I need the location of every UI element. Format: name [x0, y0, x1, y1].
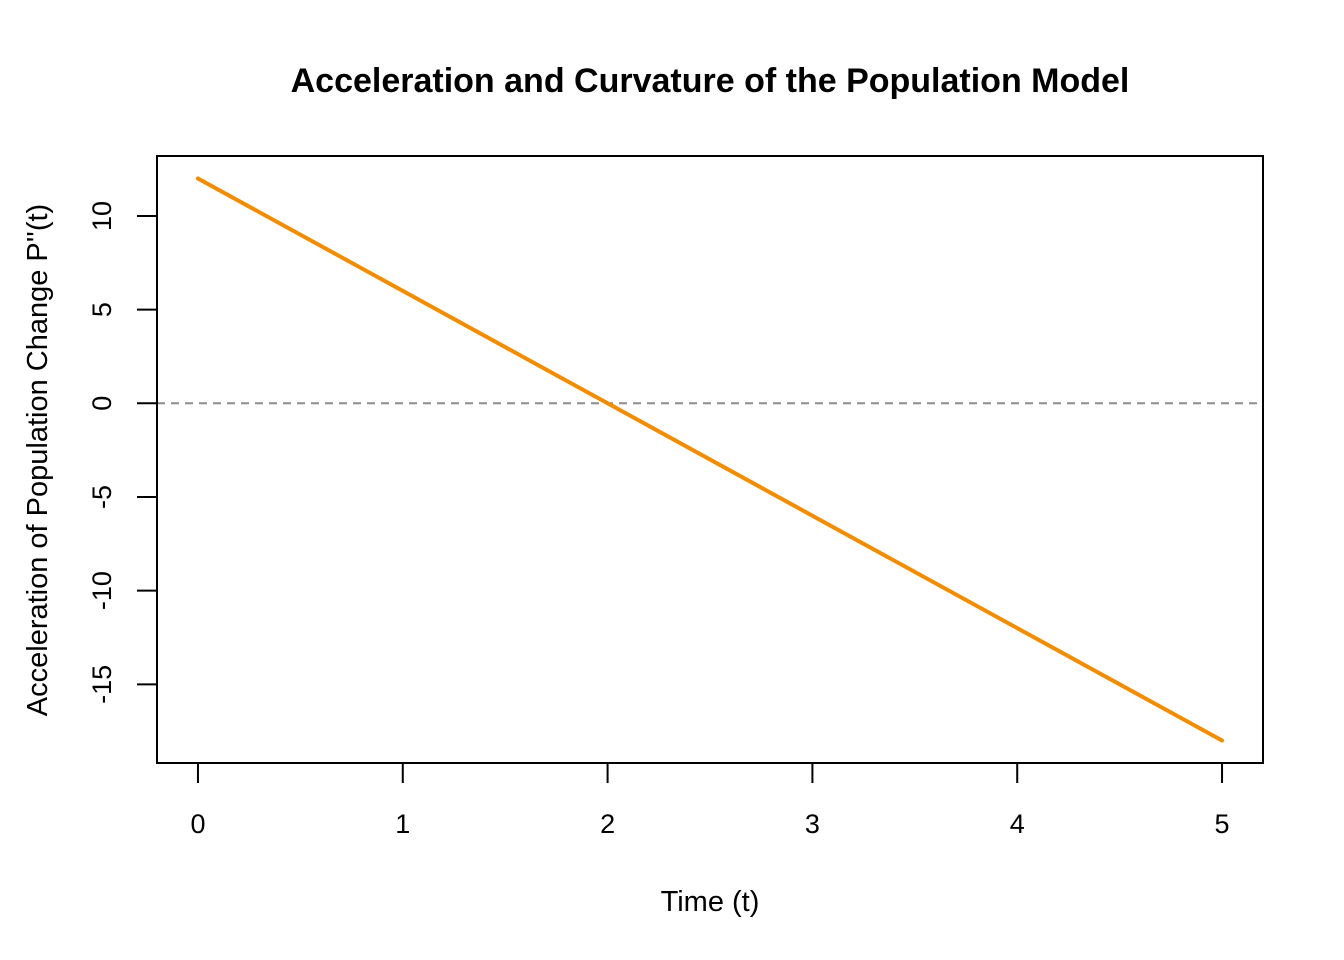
y-tick-label-5: 10	[87, 201, 117, 231]
x-tick-label-3: 3	[805, 809, 820, 839]
y-axis-label: Acceleration of Population Change P''(t)	[22, 204, 54, 716]
x-tick-label-4: 4	[1010, 809, 1025, 839]
y-tick-label-1: -10	[87, 571, 117, 610]
y-tick-label-0: -15	[87, 665, 117, 704]
y-tick-label-4: 5	[87, 302, 117, 317]
x-tick-label-1: 1	[395, 809, 410, 839]
y-tick-label-3: 0	[87, 396, 117, 411]
x-tick-label-5: 5	[1215, 809, 1230, 839]
chart-title: Acceleration and Curvature of the Popula…	[291, 62, 1130, 100]
x-tick-label-2: 2	[600, 809, 615, 839]
y-tick-label-2: -5	[87, 485, 117, 509]
series-line-0	[195, 176, 1225, 743]
x-axis-label: Time (t)	[661, 886, 760, 918]
x-tick-label-0: 0	[190, 809, 205, 839]
plot-frame	[156, 155, 1264, 764]
plot-area: 0 1 2 3 4 5 -15 -10 -5 0 5 10	[87, 155, 1264, 839]
